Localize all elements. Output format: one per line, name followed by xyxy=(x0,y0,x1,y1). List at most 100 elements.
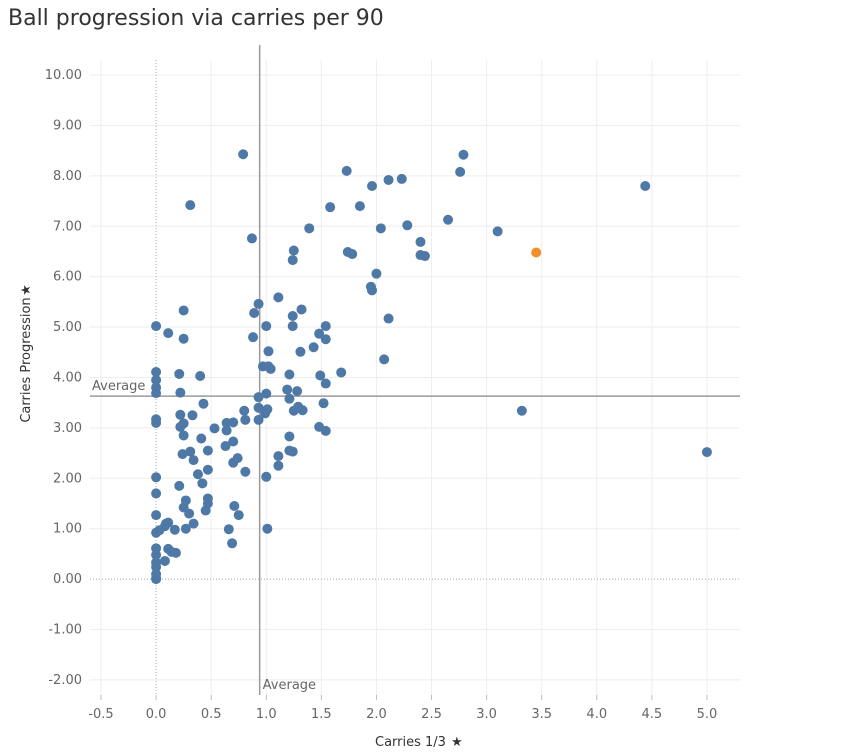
data-point xyxy=(227,538,238,549)
data-point xyxy=(367,180,378,191)
data-point xyxy=(253,414,264,425)
data-point xyxy=(240,466,251,477)
data-point xyxy=(443,214,454,225)
data-point xyxy=(159,555,170,566)
data-point xyxy=(263,346,274,357)
data-point xyxy=(209,423,220,434)
x-average-label: Average xyxy=(263,678,316,693)
data-point xyxy=(415,236,426,247)
data-point xyxy=(188,518,199,529)
y-tick-label: 3.00 xyxy=(53,421,82,436)
data-point xyxy=(640,180,651,191)
data-point xyxy=(347,249,358,260)
data-point xyxy=(265,363,276,374)
data-point xyxy=(180,523,191,534)
data-point xyxy=(170,547,181,558)
data-point xyxy=(177,449,188,460)
data-point xyxy=(320,425,331,436)
data-point xyxy=(320,334,331,345)
data-point xyxy=(185,446,196,457)
data-point xyxy=(240,414,251,425)
data-point xyxy=(151,382,162,393)
data-point xyxy=(196,433,207,444)
data-point xyxy=(318,398,329,409)
data-point xyxy=(701,447,712,458)
data-point xyxy=(315,370,326,381)
data-point xyxy=(261,321,272,332)
data-point xyxy=(297,405,308,416)
data-point xyxy=(320,321,331,332)
data-point xyxy=(228,457,239,468)
y-tick-labels: 10.00 9.00 8.00 7.00 6.00 5.00 4.00 3.00 2.00 1.0… xyxy=(45,68,82,688)
data-point xyxy=(292,386,303,397)
data-point xyxy=(151,375,162,386)
data-point xyxy=(151,574,162,585)
data-point xyxy=(221,425,232,436)
y-tick-label: 8.00 xyxy=(53,169,82,184)
data-point xyxy=(249,307,260,318)
data-point xyxy=(383,174,394,185)
data-point xyxy=(455,166,466,177)
x-tick-label: 3.5 xyxy=(531,707,552,722)
data-point xyxy=(287,321,298,332)
data-point xyxy=(163,328,174,339)
y-tick-label: 9.00 xyxy=(53,119,82,134)
data-point xyxy=(163,543,174,554)
y-axis-title: Carries Progression xyxy=(19,297,34,422)
data-point xyxy=(246,233,257,244)
y-tick-label: 7.00 xyxy=(53,219,82,234)
data-point xyxy=(229,501,240,512)
data-point xyxy=(220,441,231,452)
data-point xyxy=(200,505,211,516)
x-tick-label: 2.0 xyxy=(366,707,387,722)
data-point xyxy=(288,245,299,256)
data-point xyxy=(367,285,378,296)
x-tick-label: 4.5 xyxy=(642,707,663,722)
data-point xyxy=(419,251,430,262)
data-point xyxy=(320,378,331,389)
data-point xyxy=(261,471,272,482)
data-point xyxy=(184,508,195,519)
axis-titles: Carries 1/3 ★Carries Progression★ xyxy=(19,284,463,750)
data-point xyxy=(354,201,365,212)
y-tick-label: 1.00 xyxy=(53,522,82,537)
zero-lines xyxy=(90,60,740,695)
average-reference-lines: Average Average xyxy=(90,45,740,695)
x-tick-labels: -0.5 0.0 0.5 1.0 1.5 2.0 2.5 3.0 3.5 4.0 4.5 5.0 xyxy=(88,707,717,722)
data-point xyxy=(151,488,162,499)
data-point xyxy=(195,370,206,381)
x-tick-label: 4.0 xyxy=(586,707,607,722)
data-point xyxy=(257,361,268,372)
data-point xyxy=(282,384,293,395)
y-tick-label: 4.00 xyxy=(53,371,82,386)
data-point xyxy=(458,149,469,160)
data-point xyxy=(516,405,527,416)
data-point xyxy=(273,292,284,303)
y-tick-label: 0.00 xyxy=(53,572,82,587)
data-point xyxy=(221,417,232,428)
data-point xyxy=(262,404,273,415)
y-tick-label: 5.00 xyxy=(53,320,82,335)
data-point xyxy=(379,354,390,365)
data-point xyxy=(402,220,413,231)
data-point xyxy=(175,421,186,432)
data-point xyxy=(253,298,264,309)
y-tick-label: 10.00 xyxy=(45,68,82,83)
grid-layer xyxy=(90,60,740,700)
x-tick-label: -0.5 xyxy=(88,707,113,722)
y-tick-label: -1.00 xyxy=(48,622,82,637)
x-tick-label: 0.0 xyxy=(146,707,167,722)
chart-title: Ball progression via carries per 90 xyxy=(8,6,384,31)
data-point xyxy=(198,398,209,409)
data-point xyxy=(202,445,213,456)
highlighted-data-point xyxy=(531,247,542,258)
data-point xyxy=(151,321,162,332)
data-point xyxy=(174,368,185,379)
data-point xyxy=(151,366,162,377)
data-point xyxy=(295,346,306,357)
x-axis-title: Carries 1/3 xyxy=(375,735,446,750)
pin-icon: ★ xyxy=(19,284,34,296)
x-tick-label: 2.5 xyxy=(421,707,442,722)
data-point xyxy=(284,393,295,404)
